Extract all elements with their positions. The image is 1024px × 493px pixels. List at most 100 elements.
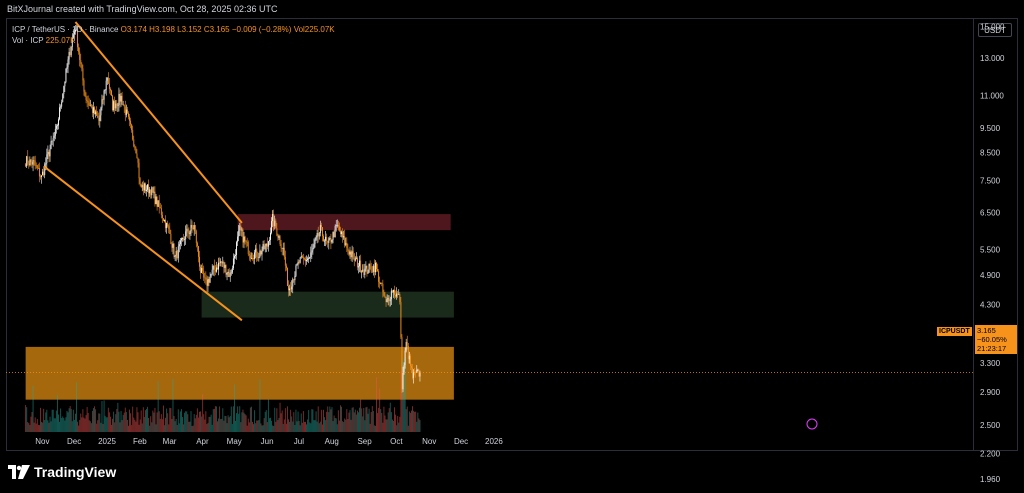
candle-body bbox=[369, 263, 371, 267]
volume-bar bbox=[158, 411, 160, 432]
volume-bar bbox=[67, 412, 69, 432]
volume-bar bbox=[324, 417, 326, 432]
candle-body bbox=[135, 147, 137, 154]
volume-bar bbox=[278, 417, 280, 432]
candle-body bbox=[278, 236, 280, 238]
candle-body bbox=[419, 372, 421, 377]
candle-body bbox=[79, 51, 81, 60]
candle-body bbox=[411, 365, 412, 368]
volume-bar bbox=[184, 412, 186, 432]
volume-bar bbox=[170, 408, 172, 432]
volume-bar bbox=[223, 420, 225, 432]
x-tick-label: Nov bbox=[35, 437, 49, 446]
candle-body bbox=[292, 279, 294, 287]
volume-bar bbox=[114, 422, 116, 432]
volume-bar bbox=[100, 422, 102, 432]
y-tick-label: 3.300 bbox=[980, 359, 1001, 368]
volume-bar bbox=[341, 406, 342, 432]
candle-body bbox=[160, 208, 162, 215]
volume-bar bbox=[52, 409, 54, 432]
volume-bar bbox=[323, 409, 324, 432]
volume-bar bbox=[391, 419, 393, 432]
legend-volume-label: Vol · ICP bbox=[12, 36, 44, 45]
candle-body bbox=[150, 189, 152, 196]
candle-body bbox=[46, 154, 48, 164]
candle-body bbox=[294, 275, 296, 281]
candle-body bbox=[165, 219, 167, 229]
candle-body bbox=[211, 269, 213, 275]
candle-body bbox=[84, 91, 86, 97]
volume-bar bbox=[280, 413, 282, 432]
candle-body bbox=[224, 265, 226, 268]
volume-bar bbox=[73, 419, 75, 432]
volume-bar bbox=[211, 424, 213, 432]
volume-bar bbox=[393, 421, 394, 432]
candle-body bbox=[398, 294, 400, 296]
volume-bar bbox=[154, 407, 156, 432]
volume-bar bbox=[288, 419, 289, 432]
tradingview-logo[interactable]: TradingView bbox=[8, 464, 116, 480]
candle-body bbox=[170, 233, 172, 244]
candle-body bbox=[55, 125, 57, 129]
volume-bar bbox=[51, 409, 53, 432]
volume-bar bbox=[208, 416, 210, 432]
candle-body bbox=[32, 160, 34, 165]
volume-bar bbox=[368, 408, 370, 432]
candle-body bbox=[275, 220, 277, 229]
candle-body bbox=[159, 207, 161, 209]
candle-body bbox=[73, 31, 75, 35]
candle-body bbox=[166, 222, 168, 229]
volume-bar bbox=[60, 408, 62, 432]
candle-body bbox=[62, 94, 64, 103]
volume-bar bbox=[188, 421, 190, 432]
candle-body bbox=[293, 279, 295, 281]
candle-body bbox=[328, 238, 330, 243]
candle-body bbox=[303, 258, 305, 260]
volume-bar bbox=[147, 406, 148, 432]
volume-bar bbox=[232, 406, 234, 432]
candle-body bbox=[243, 236, 245, 243]
volume-bar bbox=[308, 410, 310, 432]
legend-symbol[interactable]: ICP / TetherUS · 1D · Binance bbox=[12, 25, 119, 34]
candle-body bbox=[44, 164, 46, 176]
volume-bar bbox=[95, 409, 97, 432]
candle-body bbox=[309, 257, 311, 259]
candle-body bbox=[34, 160, 36, 165]
candle-body bbox=[129, 116, 130, 121]
candle-body bbox=[187, 228, 189, 234]
volume-bar bbox=[383, 406, 385, 432]
volume-bar bbox=[412, 406, 413, 432]
candle-body bbox=[203, 270, 205, 278]
candle-body bbox=[396, 293, 398, 297]
candle-body bbox=[71, 37, 73, 47]
volume-bar bbox=[150, 416, 152, 432]
price-tag-change: −60.05% bbox=[977, 335, 1007, 344]
volume-bar bbox=[124, 407, 126, 432]
candle-body bbox=[296, 264, 298, 266]
volume-bar bbox=[384, 415, 386, 432]
volume-bar bbox=[131, 425, 133, 432]
candle-body bbox=[196, 243, 198, 247]
alert-icon[interactable] bbox=[806, 418, 818, 430]
volume-bar bbox=[275, 421, 277, 432]
candle-body bbox=[54, 128, 56, 136]
currency-button[interactable]: USDT bbox=[978, 23, 1012, 37]
volume-bar bbox=[282, 423, 284, 432]
volume-bar bbox=[54, 418, 56, 432]
volume-bar bbox=[338, 420, 340, 432]
candle-body bbox=[343, 236, 345, 238]
candle-body bbox=[405, 341, 407, 351]
candle-body bbox=[409, 355, 411, 366]
candle-body bbox=[25, 164, 27, 167]
price-axis[interactable] bbox=[974, 18, 1018, 451]
volume-bar bbox=[271, 420, 273, 432]
candle-body bbox=[364, 268, 366, 275]
volume-bar bbox=[25, 405, 27, 432]
candle-body bbox=[35, 164, 37, 166]
candle-body bbox=[345, 242, 347, 246]
candle-body bbox=[324, 240, 326, 242]
volume-bar bbox=[318, 423, 320, 432]
volume-bar bbox=[53, 418, 55, 432]
volume-bar bbox=[398, 422, 400, 432]
volume-bar bbox=[103, 400, 105, 432]
